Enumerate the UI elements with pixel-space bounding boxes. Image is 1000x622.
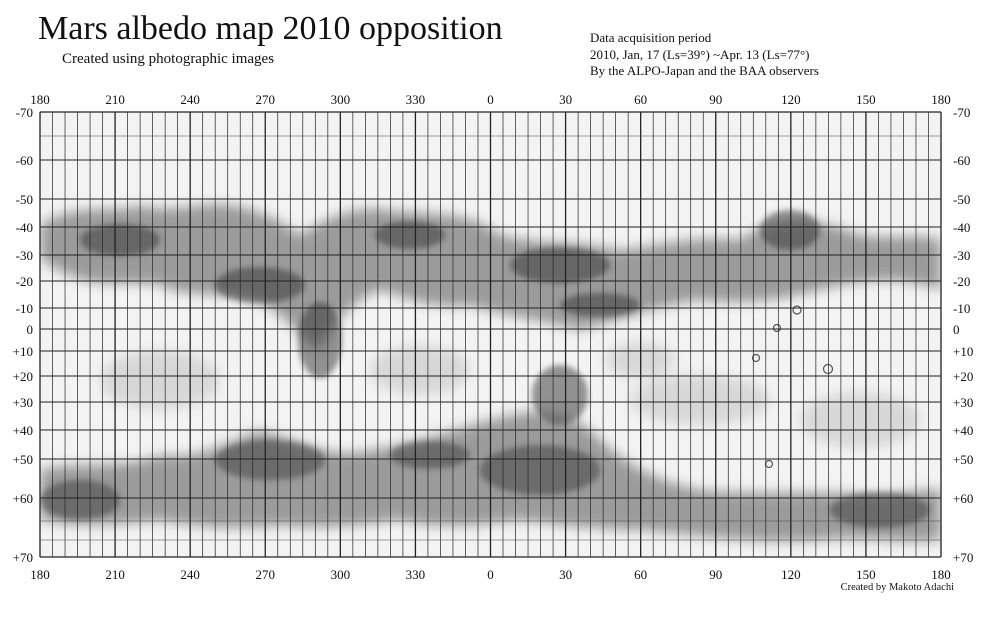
longitude-label-bottom: 270: [256, 567, 276, 582]
latitude-label-left: -40: [16, 220, 33, 235]
latitude-label-left: +70: [13, 550, 33, 565]
longitude-label-bottom: 300: [331, 567, 351, 582]
latitude-label-left: +40: [13, 423, 33, 438]
latitude-label-right: -50: [953, 192, 970, 207]
longitude-label-bottom: 180: [30, 567, 50, 582]
latitude-label-right: +20: [953, 369, 973, 384]
latitude-label-right: -30: [953, 248, 970, 263]
latitude-label-left: +30: [13, 395, 33, 410]
acquisition-info: Data acquisition period 2010, Jan, 17 (L…: [590, 30, 819, 80]
longitude-label-top: 300: [331, 92, 351, 107]
latitude-label-left: +50: [13, 452, 33, 467]
longitude-label-top: 90: [709, 92, 722, 107]
latitude-label-right: +10: [953, 344, 973, 359]
latitude-label-right: +70: [953, 550, 973, 565]
latitude-label-right: -40: [953, 220, 970, 235]
longitude-label-top: 330: [406, 92, 426, 107]
author-credit: Created by Makoto Adachi: [840, 582, 954, 593]
longitude-label-bottom: 0: [487, 567, 494, 582]
longitude-label-bottom: 60: [634, 567, 647, 582]
latitude-label-left: -70: [16, 105, 33, 120]
longitude-label-top: 180: [30, 92, 50, 107]
latitude-label-right: +30: [953, 395, 973, 410]
latitude-label-right: +50: [953, 452, 973, 467]
longitude-label-bottom: 120: [781, 567, 801, 582]
longitude-label-bottom: 180: [931, 567, 951, 582]
latitude-label-left: -60: [16, 153, 33, 168]
latitude-label-right: +60: [953, 491, 973, 506]
latitude-label-left: -50: [16, 192, 33, 207]
latitude-label-right: -20: [953, 274, 970, 289]
longitude-label-bottom: 30: [559, 567, 572, 582]
latitude-label-right: +40: [953, 423, 973, 438]
acquisition-date-range: 2010, Jan, 17 (Ls=39°) ~Apr. 13 (Ls=77°): [590, 46, 810, 62]
map-subtitle: Created using photographic images: [62, 51, 275, 67]
longitude-label-bottom: 240: [180, 567, 200, 582]
longitude-label-top: 210: [105, 92, 125, 107]
longitude-label-top: 0: [487, 92, 494, 107]
latitude-label-left: +20: [13, 369, 33, 384]
longitude-label-top: 270: [256, 92, 276, 107]
latitude-label-left: -10: [16, 301, 33, 316]
longitude-label-top: 180: [931, 92, 951, 107]
longitude-label-top: 30: [559, 92, 572, 107]
longitude-label-top: 120: [781, 92, 801, 107]
coordinate-grid: [39, 111, 942, 558]
longitude-label-bottom: 150: [856, 567, 876, 582]
latitude-label-right: -60: [953, 153, 970, 168]
longitude-label-bottom: 90: [709, 567, 722, 582]
latitude-label-right: -10: [953, 301, 970, 316]
longitude-label-bottom: 330: [406, 567, 426, 582]
latitude-label-right: -70: [953, 105, 970, 120]
latitude-label-left: +10: [13, 344, 33, 359]
latitude-label-left: +60: [13, 491, 33, 506]
longitude-label-top: 240: [180, 92, 200, 107]
longitude-label-top: 150: [856, 92, 876, 107]
latitude-label-left: -20: [16, 274, 33, 289]
latitude-label-right: 0: [953, 322, 960, 337]
latitude-label-left: -30: [16, 248, 33, 263]
acquisition-period-label: Data acquisition period: [590, 30, 712, 45]
observers-line: By the ALPO-Japan and the BAA observers: [590, 63, 819, 78]
coordinate-labels: 1801802102102402402702703003003303300030…: [13, 92, 974, 582]
longitude-label-bottom: 210: [105, 567, 125, 582]
longitude-label-top: 60: [634, 92, 647, 107]
latitude-label-left: 0: [27, 322, 34, 337]
map-title: Mars albedo map 2010 opposition: [38, 10, 503, 47]
